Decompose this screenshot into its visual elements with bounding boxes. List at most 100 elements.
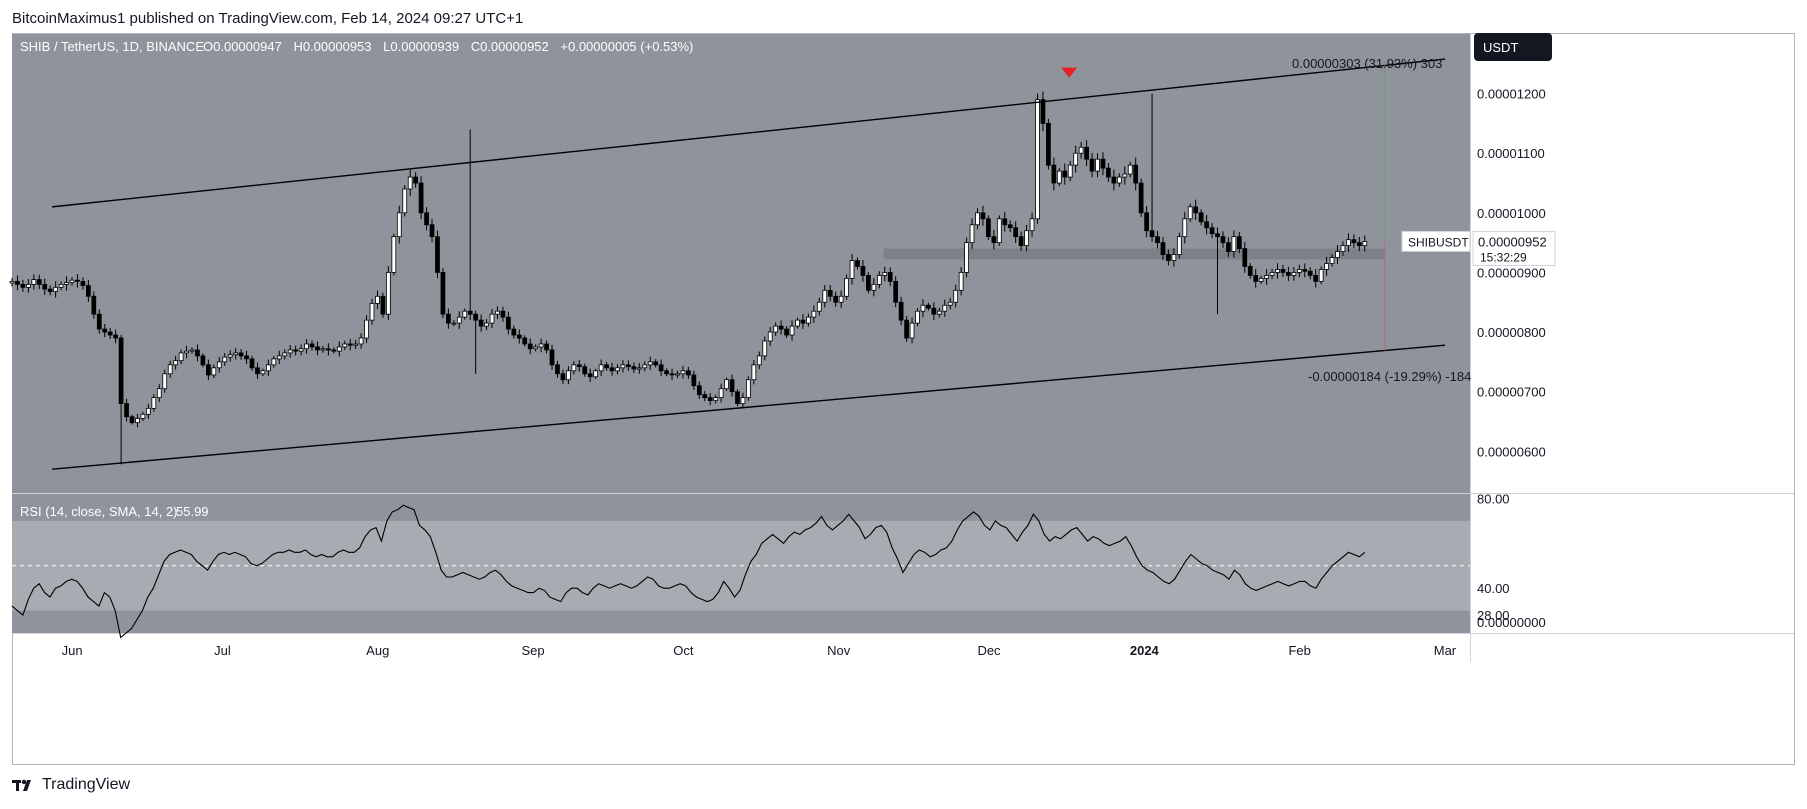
- candle: [855, 257, 860, 270]
- candle-body: [735, 391, 740, 404]
- price-tick-label: 0.00000800: [1477, 325, 1546, 340]
- footer-brand: TradingView: [42, 776, 131, 793]
- candle-body: [675, 373, 680, 376]
- candle-body: [424, 212, 429, 226]
- candle: [1040, 91, 1046, 132]
- candle: [1138, 178, 1144, 218]
- candle-body: [669, 373, 675, 376]
- candle: [64, 276, 69, 291]
- candle-body: [991, 236, 997, 244]
- candle: [1313, 269, 1319, 288]
- candle: [506, 311, 511, 335]
- candle-body: [1209, 227, 1215, 235]
- candle: [396, 205, 402, 244]
- candle: [129, 414, 135, 425]
- candle-body: [1346, 239, 1351, 247]
- candle: [735, 389, 740, 407]
- price-tick-label: 0.00001200: [1477, 87, 1546, 102]
- candle-body: [1035, 99, 1040, 220]
- candle-body: [598, 364, 604, 372]
- candle: [80, 277, 86, 290]
- time-tick-label: Aug: [366, 643, 389, 658]
- candle: [304, 338, 309, 354]
- candle-body: [31, 279, 37, 285]
- candle-body: [909, 322, 915, 339]
- high-value: 0.00000953: [303, 39, 372, 54]
- candle: [718, 383, 724, 403]
- candle: [696, 381, 702, 399]
- candle: [1171, 248, 1177, 267]
- candle: [675, 370, 680, 379]
- candle: [440, 268, 446, 319]
- candle-body: [784, 328, 789, 336]
- open-value: 0.00000947: [213, 39, 282, 54]
- candle-body: [609, 367, 615, 372]
- candle: [822, 284, 828, 308]
- candle: [1084, 140, 1089, 167]
- candle-body: [140, 413, 146, 419]
- candle: [686, 366, 691, 379]
- candle-body: [958, 272, 964, 291]
- candle-body: [1215, 233, 1220, 238]
- candle-body: [1040, 99, 1046, 124]
- candle-body: [233, 352, 239, 356]
- candle: [1346, 233, 1351, 252]
- candle: [795, 317, 800, 329]
- candle-body: [195, 349, 200, 357]
- candle: [484, 318, 489, 331]
- candle: [140, 411, 146, 422]
- candle-body: [1171, 254, 1177, 261]
- candle-body: [326, 348, 331, 351]
- candle-body: [658, 364, 664, 372]
- candle-body: [135, 418, 140, 424]
- candle-body: [1351, 239, 1357, 244]
- candle-body: [489, 313, 495, 324]
- candle-body: [64, 282, 69, 285]
- candle: [980, 205, 986, 226]
- candle-body: [1269, 272, 1275, 276]
- candle-body: [1018, 236, 1024, 247]
- candle: [642, 361, 648, 372]
- candle: [413, 172, 419, 188]
- candle-body: [626, 364, 631, 368]
- candle-body: [756, 355, 762, 366]
- candle-body: [811, 310, 817, 318]
- candle: [904, 316, 909, 342]
- candle-body: [686, 370, 691, 376]
- candle-body: [1275, 269, 1280, 273]
- candle: [266, 359, 271, 377]
- candle: [391, 233, 397, 276]
- candle-body: [707, 397, 713, 402]
- candle-body: [549, 349, 555, 366]
- candle-body: [647, 361, 653, 366]
- candle: [571, 361, 577, 375]
- candle-body: [1056, 170, 1062, 184]
- candle-body: [129, 416, 135, 424]
- rsi-axis-zero-label: 0.00000000: [1477, 615, 1546, 630]
- candle: [1362, 235, 1368, 252]
- candle-body: [435, 236, 440, 273]
- candle: [1116, 173, 1122, 187]
- candle: [75, 273, 80, 288]
- candle: [1204, 214, 1209, 235]
- footer: TradingView: [12, 776, 130, 794]
- candle-body: [653, 361, 659, 366]
- candle: [947, 297, 953, 310]
- candle-body: [964, 242, 969, 273]
- candle: [309, 340, 315, 351]
- candle: [920, 299, 926, 318]
- candle-body: [833, 295, 839, 303]
- candle-body: [620, 364, 626, 369]
- candle: [1193, 199, 1199, 220]
- candle-body: [773, 325, 779, 333]
- candle: [800, 314, 806, 329]
- candle-body: [680, 370, 686, 375]
- candle: [375, 290, 380, 310]
- candle-body: [936, 310, 942, 315]
- candle-body: [631, 366, 637, 370]
- candle: [456, 311, 462, 329]
- candle-body: [462, 310, 468, 318]
- currency-badge[interactable]: USDT: [1474, 33, 1552, 61]
- candle-body: [544, 343, 549, 351]
